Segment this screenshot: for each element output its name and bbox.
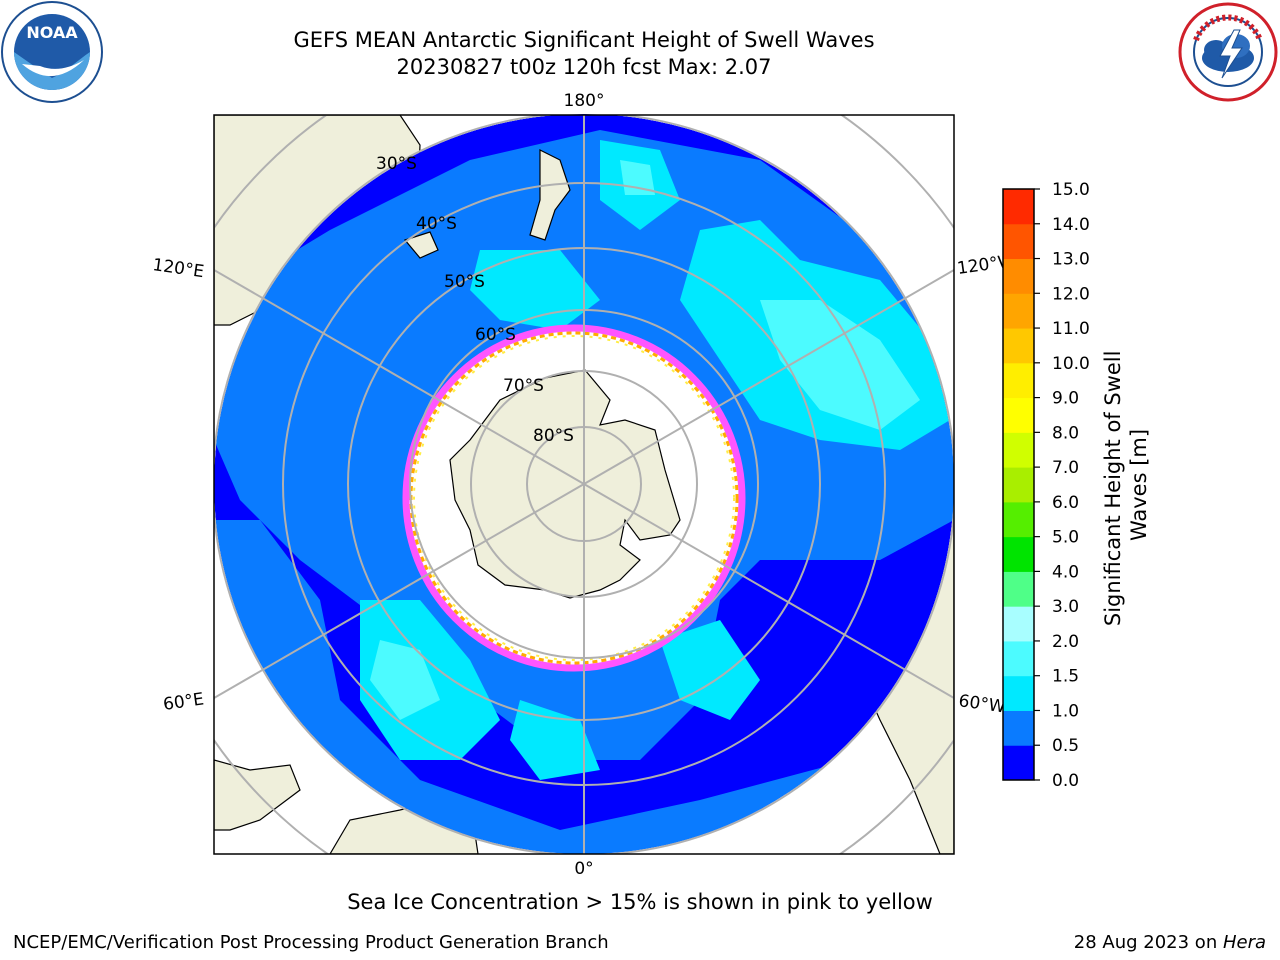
colorbar-swatch	[1003, 606, 1034, 642]
colorbar: 0.0 0.5 1.0 1.5 2.0 3.0 4.0 5.0 6.0 7.0 8.0 9.0 10.0…	[1002, 180, 1090, 791]
colorbar-label: Significant Height of Swell Waves [m]	[1101, 344, 1151, 626]
colorbar-swatch	[1003, 328, 1034, 364]
chart-subtitle-forecast: 20230827 t00z 120h fcst Max: 2.07	[396, 55, 772, 79]
colorbar-label-line1: Significant Height of Swell	[1101, 351, 1125, 627]
colorbar-tick-label: 11.0	[1052, 319, 1090, 339]
colorbar-swatch	[1003, 675, 1034, 711]
colorbar-tick-label: 6.0	[1052, 493, 1079, 513]
colorbar-swatch	[1003, 501, 1034, 538]
land-madagascar	[214, 759, 301, 831]
colorbar-tick-label: 0.0	[1052, 771, 1079, 791]
map-frame	[213, 114, 955, 855]
lat-label-60s: 60°S	[475, 325, 516, 345]
colorbar-tick-label: 4.0	[1052, 562, 1079, 582]
colorbar-swatch	[1003, 258, 1034, 294]
colorbar-frame	[1002, 188, 1035, 781]
colorbar-swatch	[1003, 536, 1034, 572]
footer-credit: NCEP/EMC/Verification Post Processing Pr…	[13, 932, 609, 953]
colorbar-swatch	[1003, 467, 1034, 503]
footer-date: 28 Aug 2023 on Hera	[1074, 932, 1266, 953]
colorbar-tick-label: 13.0	[1052, 250, 1090, 270]
colorbar-tick-label: 8.0	[1052, 423, 1079, 443]
sea-ice-note: Sea Ice Concentration > 15% is shown in …	[347, 890, 933, 914]
colorbar-swatch	[1003, 571, 1034, 607]
lat-label-50s: 50°S	[444, 272, 485, 292]
lon-label-0: 0°	[574, 859, 593, 879]
sea-ice-edge	[402, 324, 746, 672]
colorbar-tick-label: 12.0	[1052, 284, 1090, 304]
lon-label-180: 180°	[564, 91, 605, 111]
colorbar-tick-label: 14.0	[1052, 215, 1090, 235]
colorbar-tick-label: 10.0	[1052, 354, 1090, 374]
colorbar-tick-label: 5.0	[1052, 528, 1079, 548]
footer-date-text: 28 Aug 2023 on	[1073, 932, 1223, 953]
land-new-zealand	[529, 149, 571, 241]
colorbar-label-line2: Waves [m]	[1127, 429, 1151, 541]
land-tasmania	[403, 231, 439, 259]
colorbar-tick-label: 15.0	[1052, 180, 1090, 200]
lon-label-60w: 60°W	[957, 691, 1006, 717]
lat-label-80s: 80°S	[533, 426, 574, 446]
colorbar-tick-label: 1.0	[1052, 701, 1079, 721]
colorbar-swatch	[1003, 710, 1034, 746]
noaa-logo: NOAA	[1, 1, 103, 103]
colorbar-tick-label: 2.0	[1052, 632, 1079, 652]
colorbar-swatch	[1003, 640, 1034, 677]
colorbar-tick-label: 0.5	[1052, 736, 1079, 756]
nws-logo	[1178, 2, 1278, 102]
colorbar-tick-label: 9.0	[1052, 389, 1079, 409]
lat-label-30s: 30°S	[376, 154, 417, 174]
colorbar-swatch	[1003, 189, 1034, 225]
land-antarctica	[449, 369, 681, 599]
chart-title: GEFS MEAN Antarctic Significant Height o…	[293, 28, 875, 52]
footer-host: Hera	[1222, 932, 1266, 953]
lat-label-70s: 70°S	[503, 376, 544, 396]
colorbar-tick-label: 3.0	[1052, 597, 1079, 617]
colorbar-tick-label: 1.5	[1052, 667, 1079, 687]
noaa-logo-text: NOAA	[26, 23, 78, 42]
colorbar-tick-label: 7.0	[1052, 458, 1079, 478]
lat-label-40s: 40°S	[416, 214, 457, 234]
colorbar-swatch	[1003, 223, 1034, 260]
lon-label-60e: 60°E	[162, 689, 205, 714]
colorbar-swatch	[1003, 432, 1034, 468]
colorbar-swatch	[1003, 362, 1034, 399]
graticule	[214, 115, 954, 854]
colorbar-swatch	[1003, 397, 1034, 433]
colorbar-swatch	[1003, 745, 1034, 781]
colorbar-swatch	[1003, 293, 1034, 329]
lon-label-120e: 120°E	[151, 255, 205, 282]
